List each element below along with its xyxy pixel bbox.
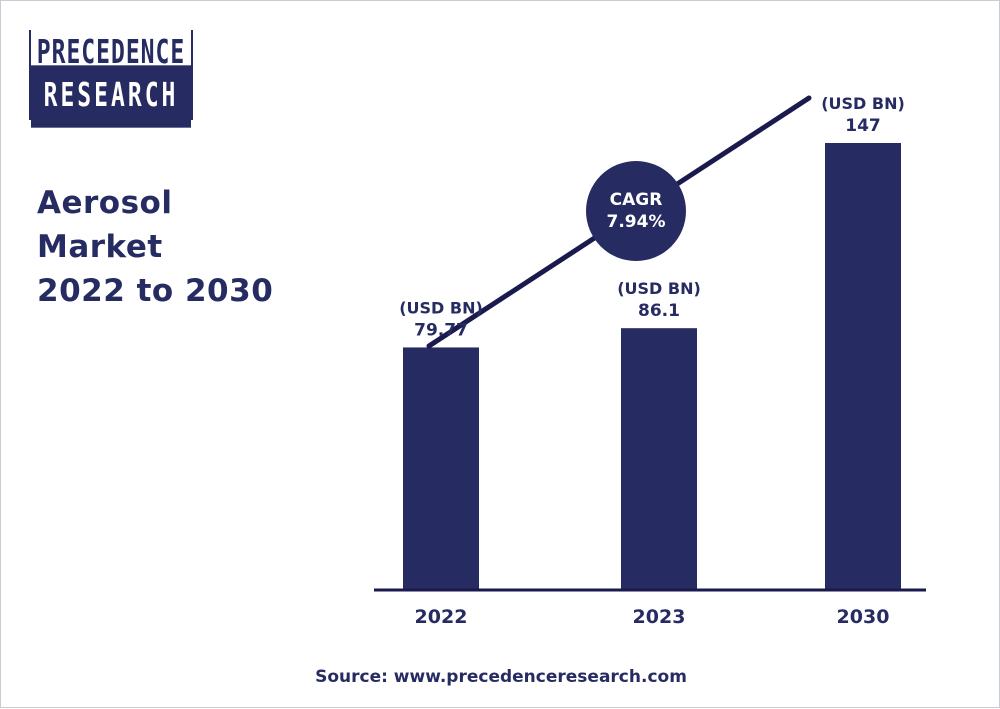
cagr-badge: CAGR 7.94% [586, 161, 686, 261]
brand-logo: PRECEDENCE RESEARCH [29, 22, 193, 128]
bar-2022 [403, 347, 479, 590]
x-tick-label: 2022 [415, 606, 468, 628]
bar-unit-label: (USD BN) [617, 279, 701, 298]
chart-title: Aerosol Market 2022 to 2030 [37, 181, 273, 313]
bar-2030 [825, 143, 901, 590]
bar-value-label: 147 [845, 116, 881, 136]
x-tick-label: 2023 [633, 606, 686, 628]
title-line-3: 2022 to 2030 [37, 273, 274, 309]
cagr-label: CAGR [610, 190, 663, 210]
bar-value-label: 86.1 [638, 301, 680, 321]
cagr-circle [586, 161, 686, 261]
title-line-2: Market [37, 229, 163, 265]
x-tick-label: 2030 [837, 606, 890, 628]
bar-value-label: 79.77 [414, 320, 468, 340]
bar-unit-label: (USD BN) [821, 94, 905, 113]
bar-2023 [621, 328, 697, 590]
bar-unit-label: (USD BN) [399, 298, 483, 317]
title-line-1: Aerosol [37, 185, 173, 221]
source-note: Source: www.precedenceresearch.com [315, 667, 687, 687]
cagr-value: 7.94% [607, 212, 666, 232]
logo-line-bottom: RESEARCH [31, 65, 191, 128]
